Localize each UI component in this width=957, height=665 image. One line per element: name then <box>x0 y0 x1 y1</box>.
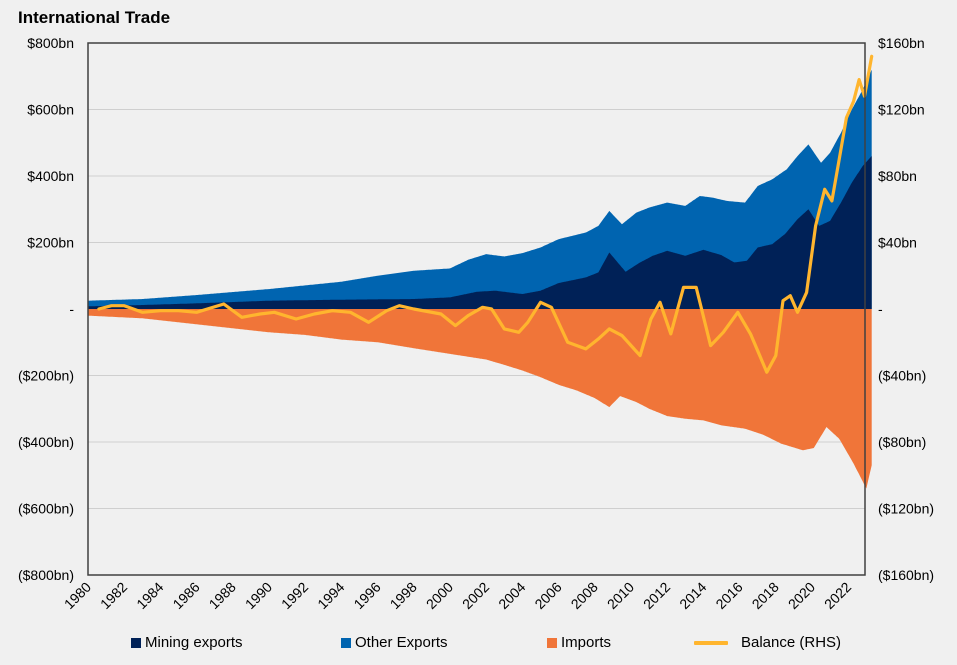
y-tick-label: $600bn <box>27 102 74 118</box>
x-tick-label: 2020 <box>785 579 818 612</box>
x-tick-label: 2004 <box>495 579 528 612</box>
x-tick-label: 1980 <box>61 579 94 612</box>
x-tick-label: 1982 <box>97 579 130 612</box>
area-other-exports <box>88 69 872 309</box>
y2-tick-label: $160bn <box>878 35 925 51</box>
y2-tick-label: ($80bn) <box>878 434 926 450</box>
legend-item-balance: Balance (RHS) <box>694 634 841 651</box>
x-tick-label: 1984 <box>133 579 166 612</box>
x-tick-label: 1990 <box>242 579 275 612</box>
x-tick-label: 2016 <box>712 579 745 612</box>
y-tick-label: ($600bn) <box>18 501 74 517</box>
legend-item-other-exports: Other Exports <box>341 634 448 651</box>
y-tick-label: ($400bn) <box>18 434 74 450</box>
x-tick-label: 2000 <box>423 579 456 612</box>
y2-tick-label: - <box>878 301 883 317</box>
y-tick-label: $200bn <box>27 235 74 251</box>
x-tick-label: 1988 <box>206 579 239 612</box>
y2-tick-label: $80bn <box>878 168 917 184</box>
line-balance-rhs <box>97 54 874 374</box>
x-tick-label: 2010 <box>604 579 637 612</box>
y-axis-right: $160bn $120bn $80bn $40bn - ($40bn) ($80bn) ($1… <box>878 35 934 583</box>
x-tick-label: 2012 <box>640 579 673 612</box>
line-series <box>97 54 874 374</box>
y2-tick-label: $120bn <box>878 102 925 118</box>
x-tick-label: 2008 <box>568 579 601 612</box>
legend-item-imports: Imports <box>547 634 611 651</box>
y-tick-label: ($800bn) <box>18 567 74 583</box>
x-tick-label: 1994 <box>314 579 347 612</box>
x-tick-label: 2018 <box>749 579 782 612</box>
legend-swatch-mining <box>131 637 141 648</box>
legend-label-balance: Balance (RHS) <box>741 634 842 651</box>
area-series <box>88 69 872 489</box>
y-tick-label: ($200bn) <box>18 368 74 384</box>
x-tick-label: 1986 <box>169 579 202 612</box>
x-tick-label: 2014 <box>676 579 709 612</box>
y-tick-label: $800bn <box>27 35 74 51</box>
y2-tick-label: ($40bn) <box>878 368 926 384</box>
legend-swatch-other <box>341 637 351 648</box>
legend-label-mining: Mining exports <box>145 634 243 651</box>
area-mining-exports <box>88 156 872 309</box>
x-tick-label: 1992 <box>278 579 311 612</box>
x-axis: 1980 1982 1984 1986 1988 1990 1992 1994 1996 1998… <box>61 579 855 612</box>
legend-label-imports: Imports <box>561 634 612 651</box>
x-tick-label: 2006 <box>531 579 564 612</box>
legend-swatch-balance <box>694 640 728 645</box>
x-tick-label: 1996 <box>350 579 383 612</box>
x-tick-label: 2022 <box>821 579 854 612</box>
x-tick-label: 1998 <box>387 579 420 612</box>
y-tick-label: - <box>69 301 74 317</box>
chart-title: International Trade <box>18 8 171 27</box>
legend-item-mining-exports: Mining exports <box>131 634 243 651</box>
x-tick-label: 2002 <box>459 579 492 612</box>
y-tick-label: $400bn <box>27 168 74 184</box>
area-imports <box>88 309 872 489</box>
y2-tick-label: ($120bn) <box>878 501 934 517</box>
y-axis-left: $800bn $600bn $400bn $200bn - ($200bn) ($400bn… <box>18 35 74 583</box>
y2-tick-label: $40bn <box>878 235 917 251</box>
y2-tick-label: ($160bn) <box>878 567 934 583</box>
plot-frame <box>87 42 866 576</box>
legend-swatch-imports <box>547 637 557 648</box>
legend-label-other: Other Exports <box>355 634 448 651</box>
